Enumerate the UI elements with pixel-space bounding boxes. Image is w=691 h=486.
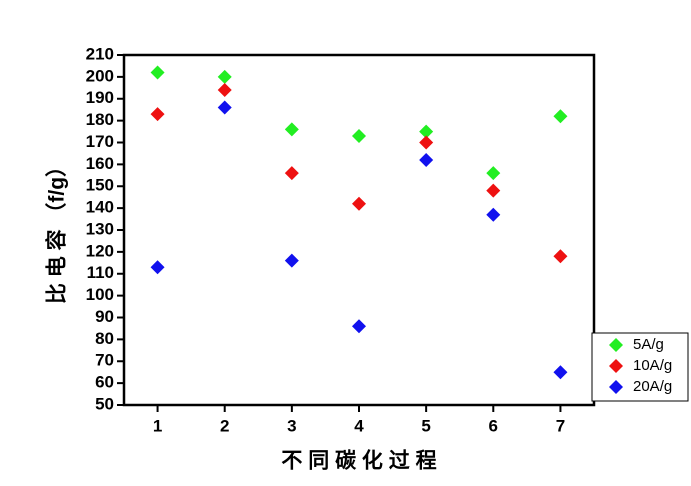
point <box>486 207 501 222</box>
y-tick-label: 90 <box>95 307 114 326</box>
point <box>419 124 434 139</box>
point <box>150 65 165 80</box>
point <box>419 135 434 150</box>
legend-box <box>591 332 689 402</box>
point <box>553 109 568 124</box>
y-tick-label: 140 <box>86 198 114 217</box>
x-tick-label: 3 <box>287 416 296 435</box>
legend-label: 20A/g <box>633 378 672 395</box>
y-tick-label: 120 <box>86 241 114 260</box>
y-tick-label: 100 <box>86 285 114 304</box>
legend-label: 10A/g <box>633 357 672 374</box>
x-tick-label: 6 <box>489 416 498 435</box>
point <box>553 365 568 380</box>
y-tick-label: 200 <box>86 66 114 85</box>
point <box>150 260 165 275</box>
x-axis-label: 不 同 碳 化 过 程 <box>281 449 436 473</box>
x-tick-label: 2 <box>220 416 229 435</box>
y-tick-label: 170 <box>86 132 114 151</box>
x-tick-label: 5 <box>421 416 430 435</box>
y-tick-label: 190 <box>86 88 114 107</box>
point <box>486 166 501 181</box>
y-tick-label: 150 <box>86 176 114 195</box>
legend-marker <box>609 338 623 352</box>
legend-marker <box>609 380 623 394</box>
point <box>217 69 232 84</box>
y-tick-label: 70 <box>95 351 114 370</box>
point <box>553 249 568 264</box>
legend-marker <box>609 359 623 373</box>
point <box>284 122 299 137</box>
y-tick-label: 110 <box>87 263 114 282</box>
y-tick-label: 130 <box>86 219 114 238</box>
y-axis-label: 比 电 容 （f/g） <box>45 156 69 304</box>
y-tick-label: 50 <box>95 394 114 413</box>
point <box>150 107 165 122</box>
point <box>352 319 366 334</box>
point <box>217 83 232 97</box>
y-tick-label: 210 <box>86 44 114 63</box>
plot-frame <box>122 53 596 407</box>
point <box>352 196 366 211</box>
point <box>486 183 501 198</box>
x-tick-label: 4 <box>354 416 364 435</box>
x-tick-label: 7 <box>556 416 565 435</box>
y-tick-label: 80 <box>95 329 114 348</box>
point <box>284 253 299 268</box>
x-tick-label: 1 <box>153 416 162 435</box>
point <box>352 128 366 143</box>
point <box>284 166 299 181</box>
y-tick-label: 60 <box>95 373 114 392</box>
point <box>217 100 232 115</box>
legend-label: 5A/g <box>633 336 664 353</box>
point <box>419 153 434 167</box>
y-tick-label: 160 <box>86 154 114 173</box>
y-tick-label: 180 <box>86 110 114 129</box>
